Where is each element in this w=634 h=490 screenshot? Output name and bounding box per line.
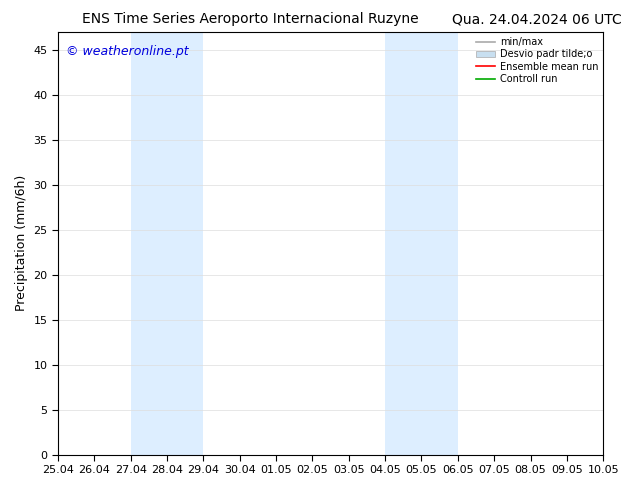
Text: ENS Time Series Aeroporto Internacional Ruzyne: ENS Time Series Aeroporto Internacional … [82, 12, 419, 26]
Bar [131, 32, 167, 455]
Text: © weatheronline.pt: © weatheronline.pt [67, 45, 189, 58]
Bar [422, 32, 458, 455]
Y-axis label: Precipitation (mm/6h): Precipitation (mm/6h) [15, 175, 28, 312]
Legend: min/max, Desvio padr tilde;o, Ensemble mean run, Controll run: min/max, Desvio padr tilde;o, Ensemble m… [472, 34, 601, 87]
Text: Qua. 24.04.2024 06 UTC: Qua. 24.04.2024 06 UTC [451, 12, 621, 26]
Bar [167, 32, 204, 455]
Bar [385, 32, 422, 455]
